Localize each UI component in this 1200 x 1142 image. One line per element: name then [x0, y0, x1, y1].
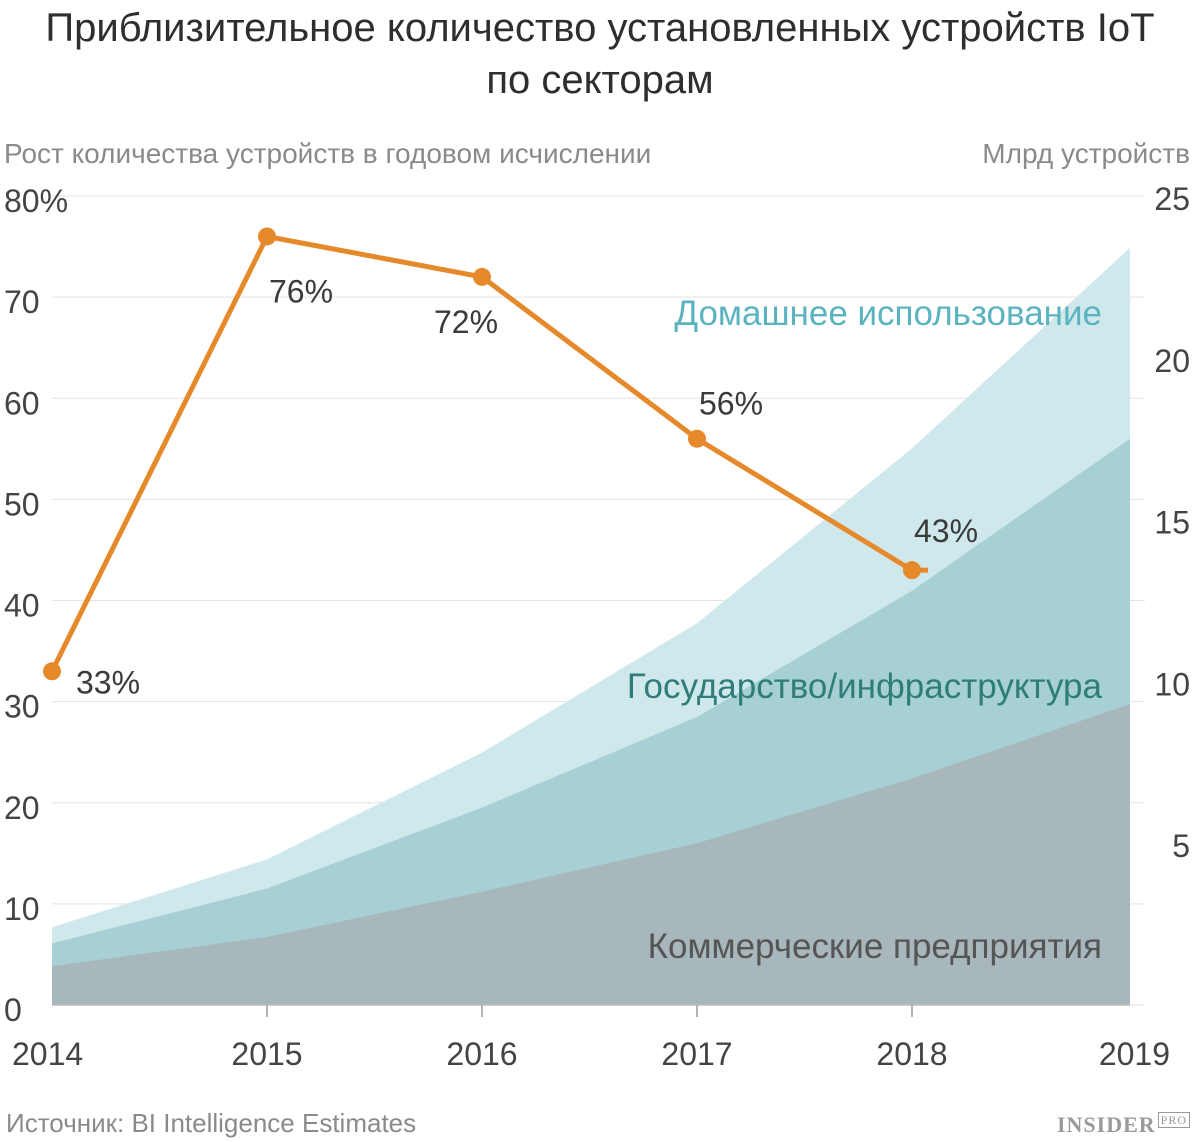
- chart-title: Приблизительное количество установленных…: [0, 2, 1200, 106]
- right-tick-label: 5: [1172, 828, 1190, 864]
- growth-label: 72%: [434, 304, 498, 340]
- title-line-1: Приблизительное количество установленных…: [45, 6, 1155, 50]
- growth-point: [903, 561, 921, 580]
- growth-point: [258, 227, 276, 246]
- left-tick-label: 70: [4, 284, 40, 320]
- x-tick-label: 2016: [446, 1036, 517, 1072]
- right-tick-label: 15: [1154, 505, 1190, 541]
- left-tick-label: 10: [4, 891, 40, 927]
- growth-label: 33%: [76, 664, 140, 700]
- left-tick-label: 60: [4, 385, 40, 421]
- brand-pro: PRO: [1157, 1111, 1190, 1128]
- x-tick-label: 2014: [12, 1036, 83, 1072]
- area-label-3: Коммерческие предприятия: [648, 927, 1102, 966]
- right-tick-label: 25: [1154, 181, 1190, 217]
- right-tick-label: 10: [1154, 666, 1190, 702]
- brand-name: INSIDER: [1056, 1112, 1156, 1137]
- right-tick-label: 20: [1154, 343, 1190, 379]
- left-tick-label: 40: [4, 588, 40, 624]
- growth-label: 76%: [269, 273, 333, 309]
- x-tick-label: 2015: [231, 1036, 302, 1072]
- left-tick-label: 20: [4, 790, 40, 826]
- x-tick-label: 2019: [1099, 1036, 1170, 1072]
- growth-point: [688, 429, 706, 448]
- right-axis-label: Млрд устройств: [982, 138, 1190, 169]
- source-note: Источник: BI Intelligence Estimates: [6, 1108, 417, 1138]
- x-tick-label: 2017: [661, 1036, 732, 1072]
- left-axis-label: Рост количества устройств в годовом исчи…: [4, 138, 652, 169]
- growth-label: 56%: [699, 386, 763, 422]
- title-line-2: по секторам: [486, 58, 714, 102]
- left-tick-label: 30: [4, 689, 40, 725]
- left-tick-label: 80%: [4, 183, 68, 219]
- growth-point: [43, 662, 61, 681]
- growth-point: [473, 267, 491, 286]
- area-label-1: Домашнее использование: [674, 294, 1102, 333]
- growth-label: 43%: [914, 513, 978, 549]
- brand-logo: INSIDER PRO: [1056, 1111, 1190, 1138]
- left-tick-label: 0: [4, 992, 22, 1028]
- x-tick-label: 2018: [876, 1036, 947, 1072]
- area-series-3: [52, 704, 1130, 1005]
- area-label-2: Государство/инфраструктура: [627, 667, 1103, 706]
- left-tick-label: 50: [4, 486, 40, 522]
